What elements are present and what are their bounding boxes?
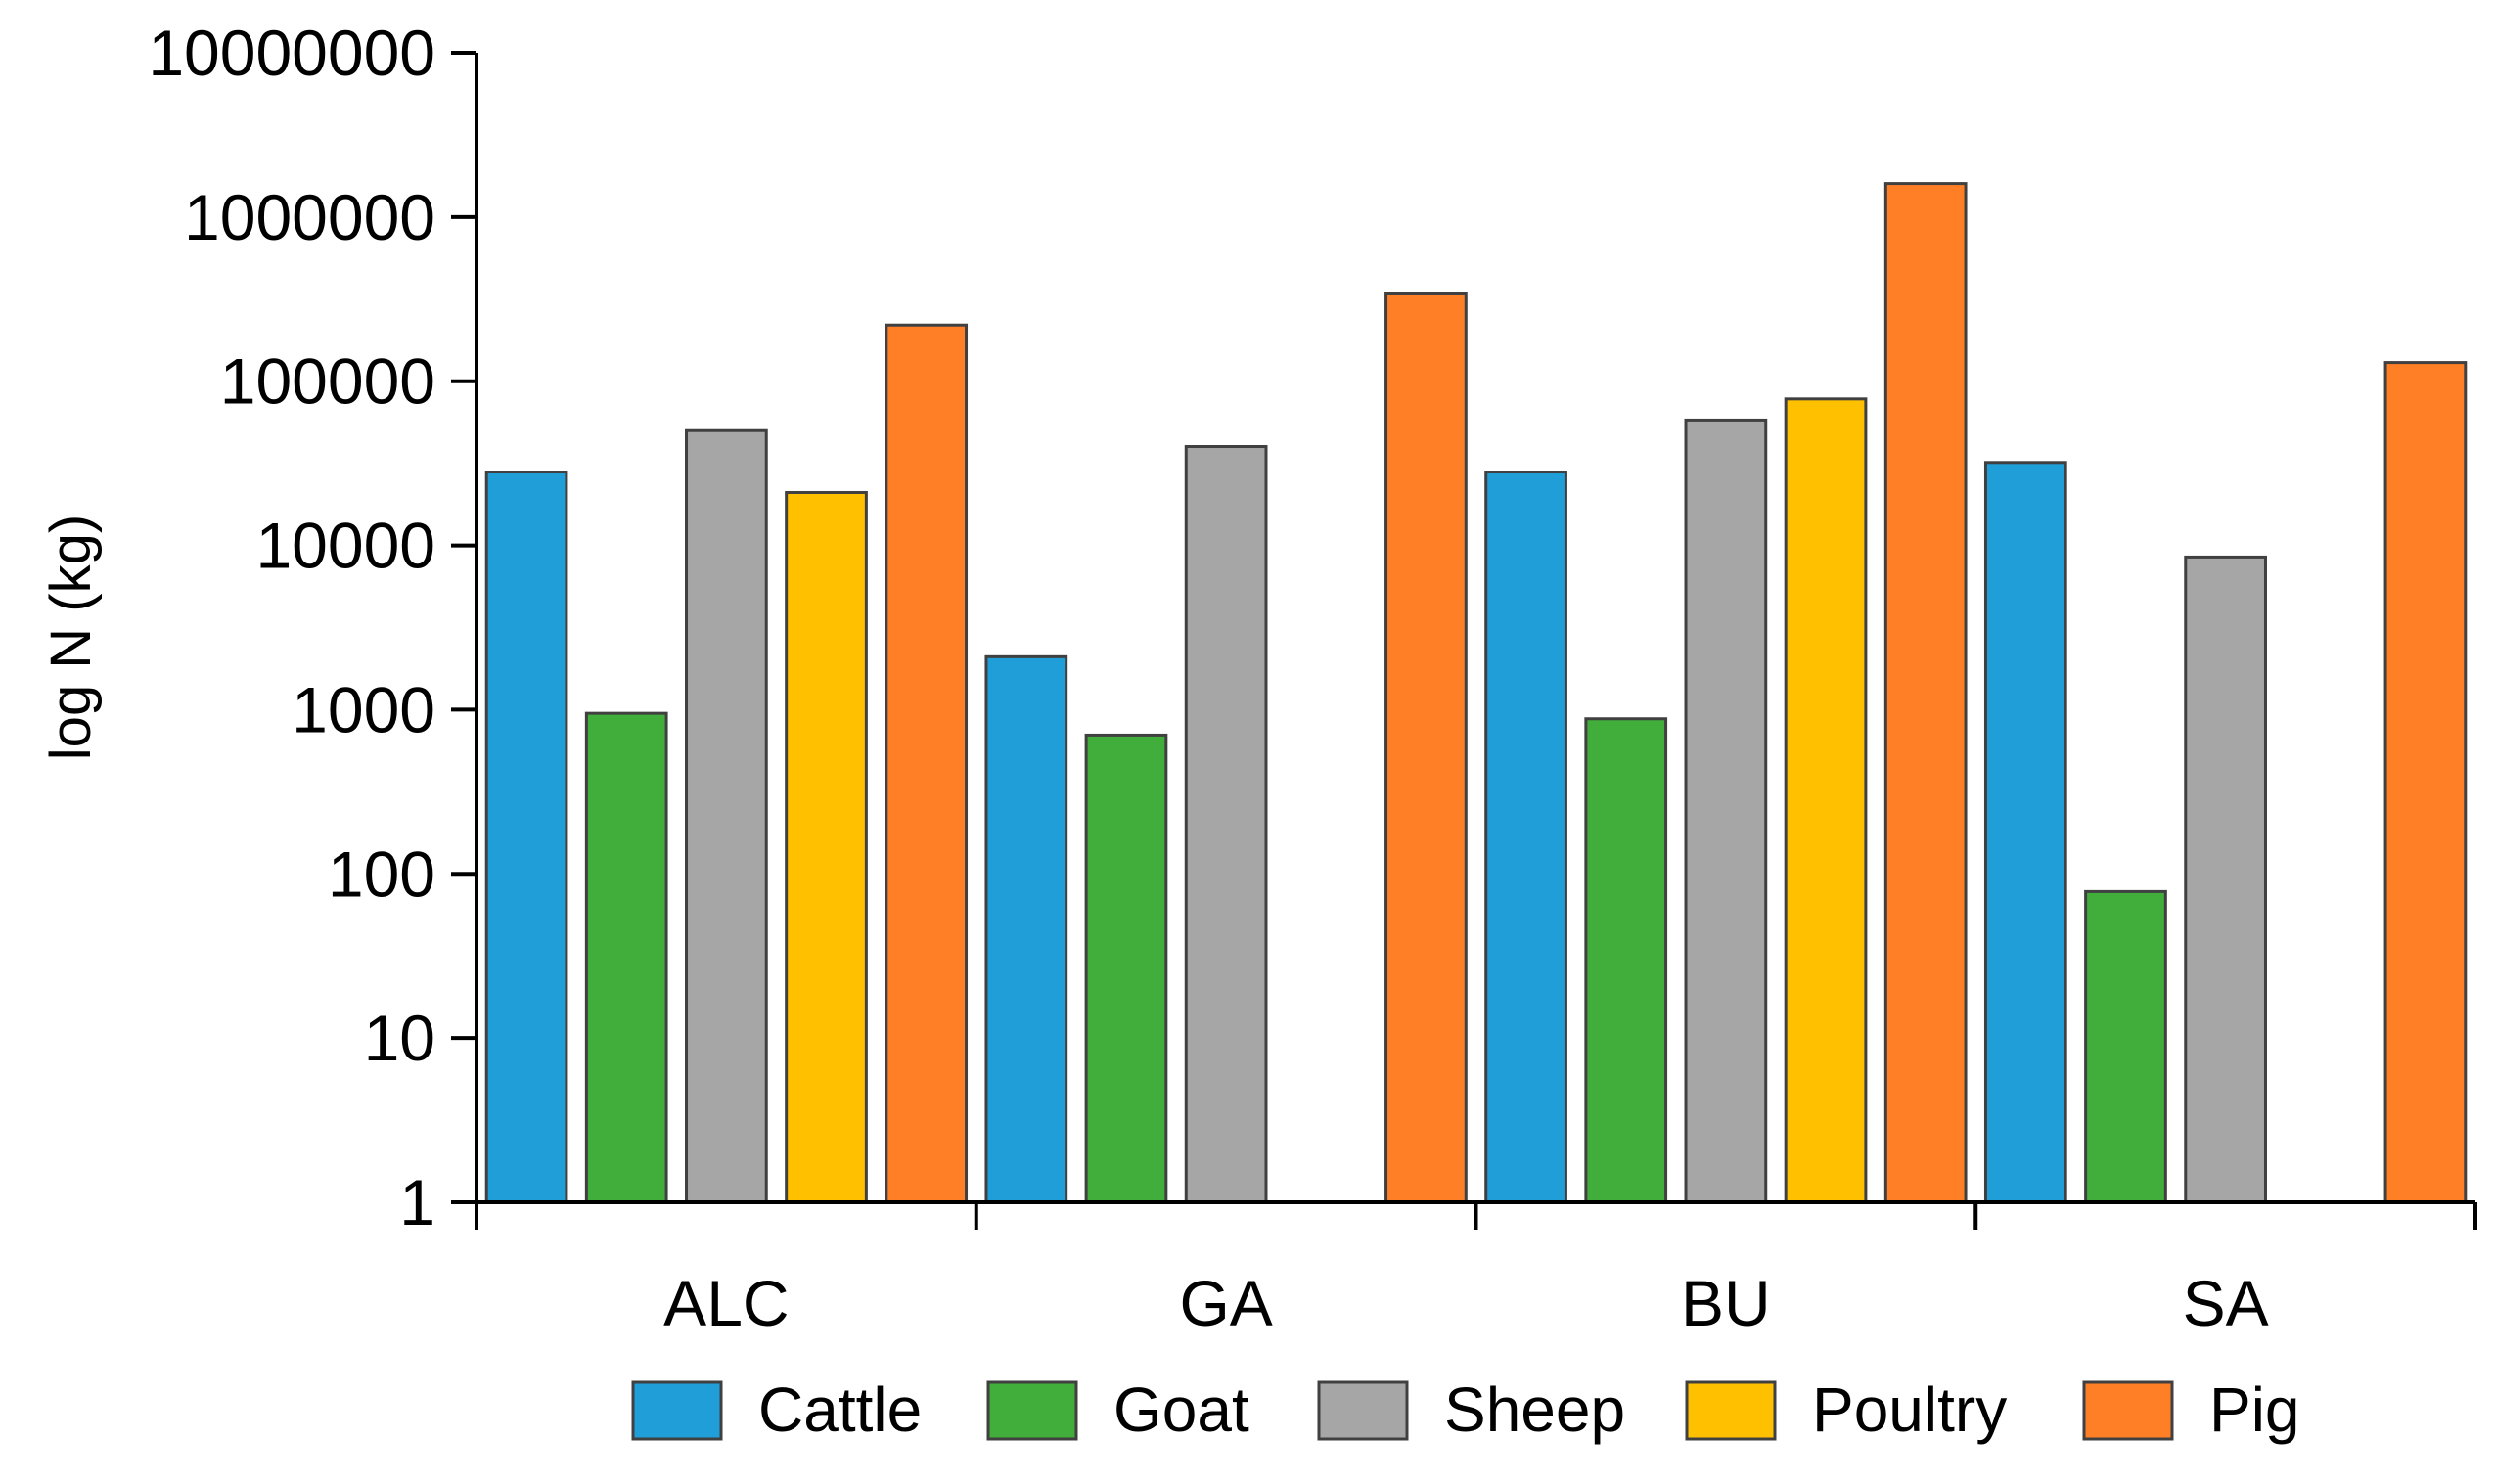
y-axis-title: log N (kg) <box>39 515 103 760</box>
y-tick-label: 1 <box>399 1166 435 1238</box>
legend-swatch-pig <box>2082 1380 2174 1441</box>
bars <box>484 182 2468 1204</box>
bar-cattle-sa <box>1983 461 2067 1204</box>
bar-pig-ga <box>1384 292 1468 1204</box>
y-tick-label: 1000 <box>292 673 435 745</box>
bar-cattle-ga <box>984 654 1068 1204</box>
axes <box>475 53 2475 1204</box>
bar-pig-bu <box>1883 182 1968 1204</box>
legend-swatch-poultry <box>1685 1380 1777 1441</box>
bar-goat-ga <box>1084 733 1168 1204</box>
legend-label-pig: Pig <box>2209 1374 2300 1445</box>
bar-sheep-bu <box>1684 418 1768 1204</box>
bar-goat-sa <box>2084 889 2167 1204</box>
legend-label-poultry: Poultry <box>1812 1374 2007 1445</box>
bar-sheep-sa <box>2184 555 2267 1204</box>
bar-poultry-bu <box>1784 397 1868 1204</box>
x-tick-label: ALC <box>663 1267 789 1339</box>
x-axis-ticks <box>475 1202 2477 1230</box>
y-tick-label: 100 <box>328 837 435 910</box>
x-tick-label: GA <box>1179 1267 1272 1339</box>
y-tick-label: 100000 <box>220 345 435 418</box>
legend-label-goat: Goat <box>1113 1374 1249 1445</box>
bar-pig-alc <box>885 323 969 1204</box>
bar-goat-bu <box>1584 717 1668 1204</box>
y-tick-label: 10000000 <box>148 17 435 89</box>
legend-label-cattle: Cattle <box>758 1374 922 1445</box>
bar-sheep-ga <box>1184 445 1268 1204</box>
bar-sheep-alc <box>685 428 768 1204</box>
legend: Cattle Goat Sheep Poultry Pig <box>631 1374 2300 1445</box>
legend-label-sheep: Sheep <box>1444 1374 1625 1445</box>
bar-cattle-alc <box>484 471 568 1204</box>
y-axis-ticks: 1 10 100 1000 10000 100000 1000000 10000000 <box>148 17 476 1238</box>
bar-cattle-bu <box>1484 471 1567 1204</box>
x-tick-label: SA <box>2183 1267 2269 1339</box>
legend-swatch-goat <box>986 1380 1078 1441</box>
x-tick-label: BU <box>1681 1267 1771 1339</box>
x-axis-labels: ALC GA BU SA <box>663 1267 2268 1339</box>
legend-swatch-cattle <box>631 1380 723 1441</box>
bar-poultry-alc <box>785 490 868 1204</box>
y-tick-label: 10 <box>364 1002 435 1074</box>
bar-goat-alc <box>584 711 668 1204</box>
legend-swatch-sheep <box>1317 1380 1409 1441</box>
y-tick-label: 1000000 <box>184 181 435 253</box>
y-tick-label: 10000 <box>255 510 435 582</box>
bar-pig-sa <box>2383 361 2468 1204</box>
